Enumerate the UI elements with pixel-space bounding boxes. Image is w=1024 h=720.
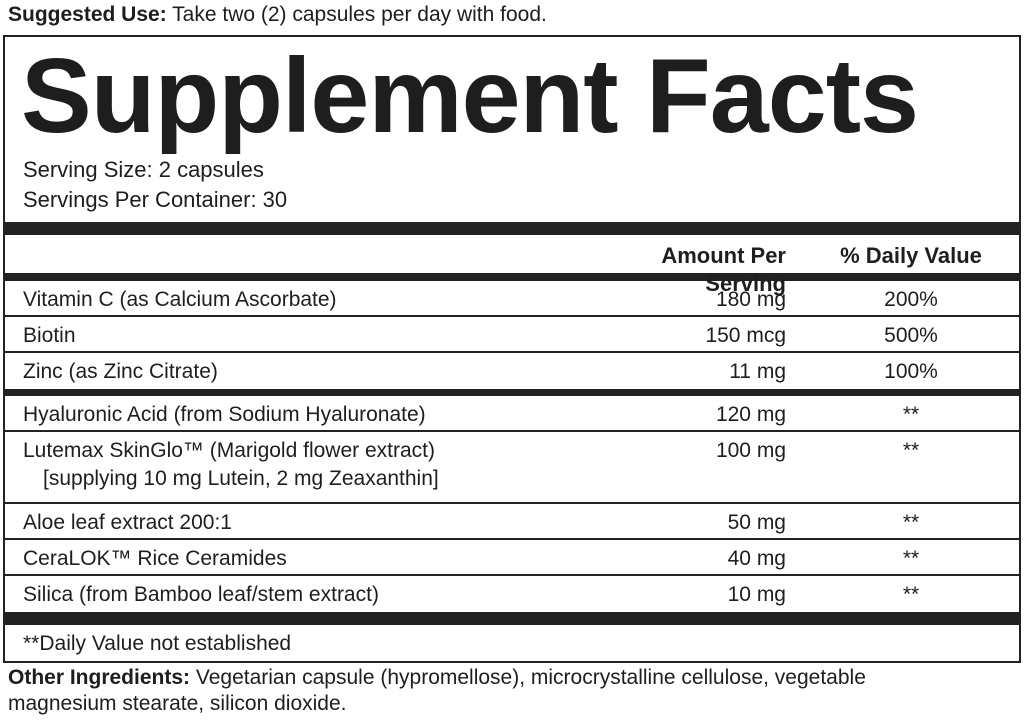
amount: 10 mg [727,583,786,606]
nutrient-cell: Hyaluronic Acid (from Sodium Hyaluronate… [5,401,586,430]
nutrient-note: [supplying 10 mg Lutein, 2 mg Zeaxanthin… [43,467,439,490]
nutrient-row: Hyaluronic Acid (from Sodium Hyaluronate… [5,396,1019,432]
other-ingredients-label: Other Ingredients: [8,666,191,689]
daily-value: ** [902,511,920,534]
amount: 40 mg [727,547,786,570]
daily-value: ** [902,583,920,606]
footnote-row: **Daily Value not established [5,625,1019,661]
nutrient-name: Lutemax SkinGlo™ (Marigold flower extrac… [23,439,435,462]
daily-value: 100% [884,360,938,383]
daily-value-header: % Daily Value [840,243,982,268]
amount: 150 mcg [705,324,786,347]
nutrient-row: Biotin 150 mcg 500% [5,317,1019,353]
suggested-use-label: Suggested Use: [8,3,167,26]
nutrient-cell: CeraLOK™ Rice Ceramides [5,545,586,574]
header-row: Amount Per Serving % Daily Value [5,235,1019,296]
nutrient-groups: Vitamin C (as Calcium Ascorbate) 180 mg 20… [5,281,1019,612]
daily-value: ** [902,403,920,426]
divider [5,273,1019,281]
nutrient-name: Zinc (as Zinc Citrate) [23,360,218,383]
divider [5,389,1019,396]
amount: 11 mg [729,360,786,383]
nutrient-cell: Vitamin C (as Calcium Ascorbate) [5,286,586,315]
daily-value: ** [902,547,920,570]
daily-value: 200% [884,288,938,311]
footnote: **Daily Value not established [23,632,292,655]
nutrient-row: CeraLOK™ Rice Ceramides 40 mg ** [5,540,1019,576]
nutrient-name: Silica (from Bamboo leaf/stem extract) [23,583,379,606]
nutrient-cell: Silica (from Bamboo leaf/stem extract) [5,581,586,612]
nutrient-name: Vitamin C (as Calcium Ascorbate) [23,288,337,311]
divider [5,222,1019,235]
facts-panel: Supplement Facts Serving Size: 2 capsule… [3,35,1021,663]
nutrient-row: Aloe leaf extract 200:1 50 mg ** [5,504,1019,540]
nutrient-row: Silica (from Bamboo leaf/stem extract) 10… [5,576,1019,612]
amount: 120 mg [715,403,786,426]
suggested-use: Suggested Use: Take two (2) capsules per… [8,1,547,29]
suggested-use-text: Take two (2) capsules per day with food. [172,3,547,26]
other-ingredients-text: Vegetarian capsule (hypromellose), micro… [8,666,866,715]
panel-title: Supplement Facts [21,37,919,155]
daily-value: ** [902,439,920,462]
serving-size: Serving Size: 2 capsules [23,157,264,182]
daily-value: 500% [884,324,938,347]
other-ingredients: Other Ingredients: Vegetarian capsule (h… [8,665,958,717]
nutrient-cell: Aloe leaf extract 200:1 [5,509,586,538]
amount: 180 mg [715,288,786,311]
nutrient-cell: Zinc (as Zinc Citrate) [5,358,586,389]
nutrient-row: Zinc (as Zinc Citrate) 11 mg 100% [5,353,1019,389]
amount-header: Amount Per Serving [661,243,786,296]
nutrient-row: Vitamin C (as Calcium Ascorbate) 180 mg 20… [5,281,1019,317]
nutrient-name: Aloe leaf extract 200:1 [23,511,232,534]
nutrient-name: Biotin [23,324,76,347]
nutrient-cell: Biotin [5,322,586,351]
amount: 100 mg [715,439,786,462]
nutrient-name: CeraLOK™ Rice Ceramides [23,547,287,570]
servings-per-container: Servings Per Container: 30 [23,187,288,212]
amount: 50 mg [727,511,786,534]
nutrient-row: Lutemax SkinGlo™ (Marigold flower extrac… [5,432,1019,504]
nutrient-name: Hyaluronic Acid (from Sodium Hyaluronate… [23,403,426,426]
nutrient-cell: Lutemax SkinGlo™ (Marigold flower extrac… [5,437,586,502]
divider [5,612,1019,625]
